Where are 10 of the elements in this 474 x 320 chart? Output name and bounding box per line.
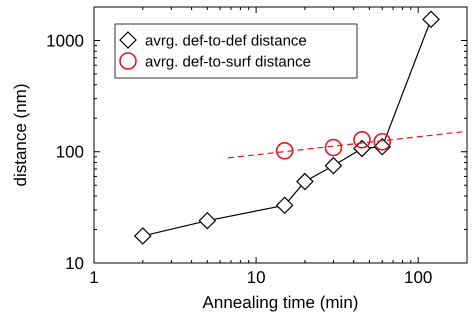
x-axis-title: Annealing time (min) bbox=[202, 293, 358, 312]
y-tick-label: 10 bbox=[65, 254, 84, 273]
y-tick-label: 100 bbox=[56, 142, 84, 162]
x-tick-label: 1 bbox=[89, 268, 99, 287]
legend-label: avrg. def-to-surf distance bbox=[145, 53, 311, 70]
y-tick-label: 1000 bbox=[46, 31, 84, 50]
x-tick-label: 100 bbox=[404, 268, 432, 287]
x-tick-label: 10 bbox=[246, 268, 266, 287]
y-axis-title: distance (nm) bbox=[11, 84, 30, 186]
legend-label: avrg. def-to-def distance bbox=[145, 32, 307, 50]
